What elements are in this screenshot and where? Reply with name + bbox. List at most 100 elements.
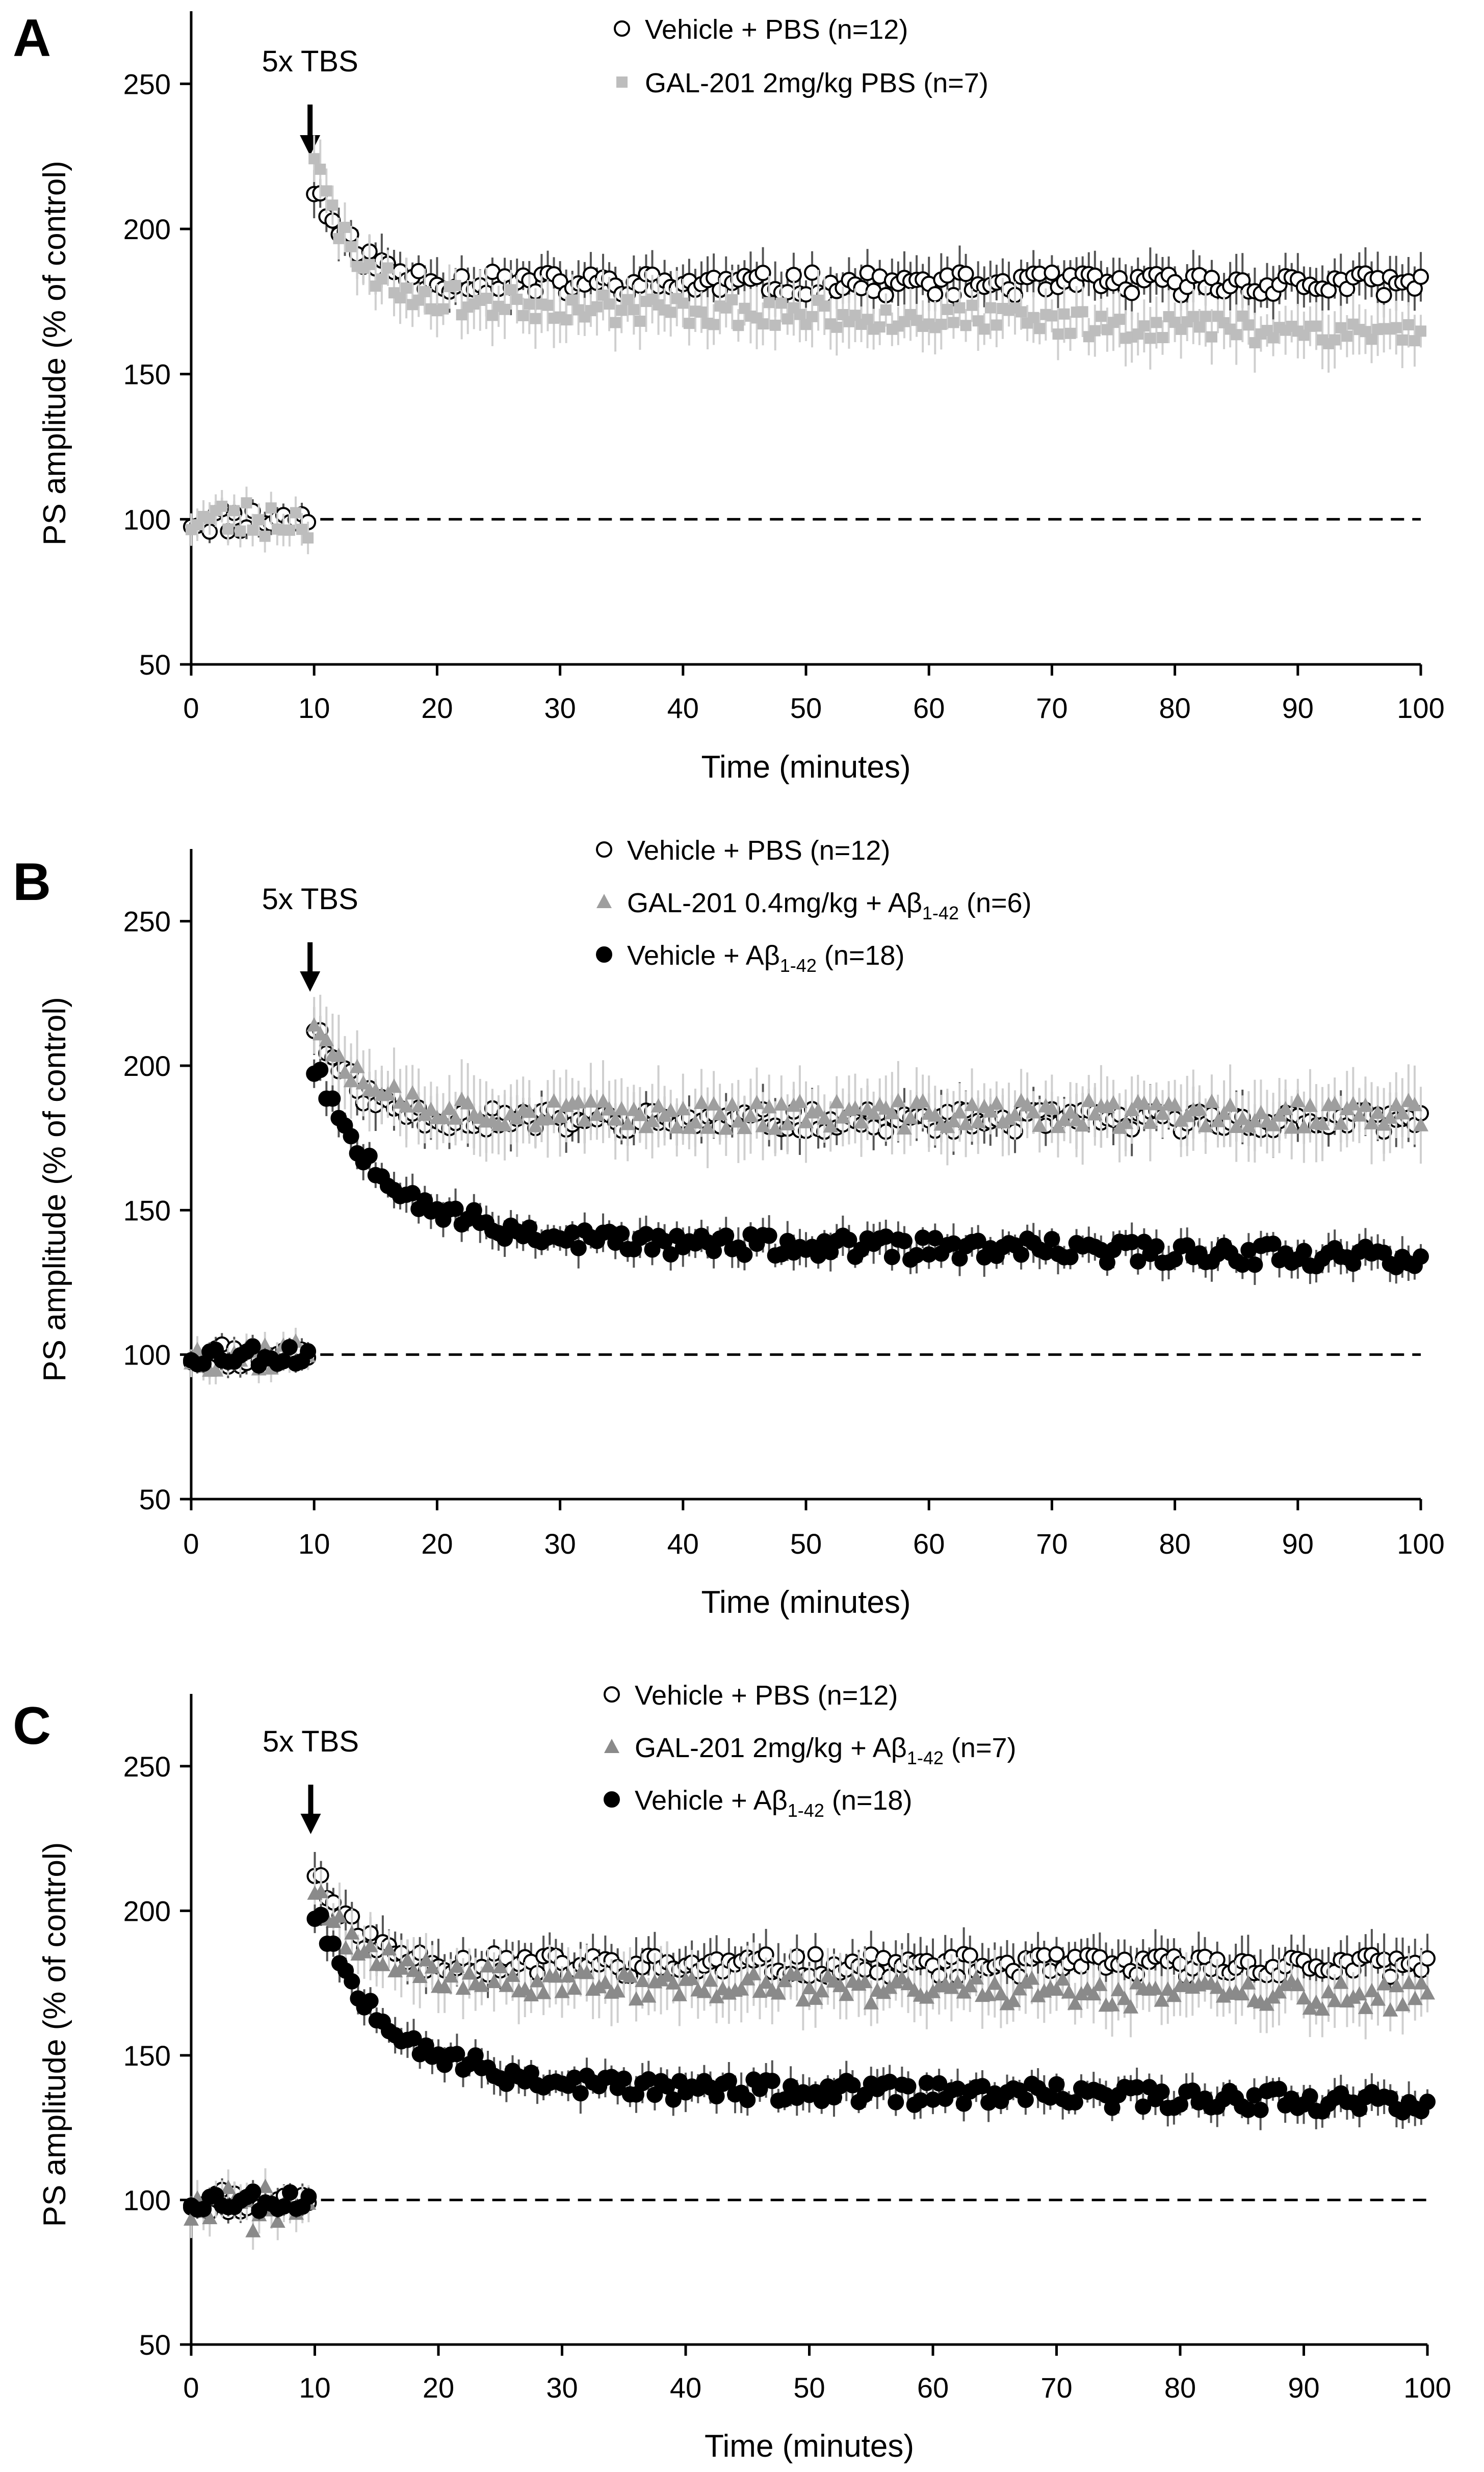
data-point (966, 299, 978, 311)
data-point (222, 523, 234, 535)
data-point (804, 264, 821, 281)
data-point (1048, 2076, 1065, 2093)
x-tick-label: 90 (1282, 692, 1314, 724)
data-point (1206, 331, 1217, 343)
data-point (734, 1981, 749, 1996)
data-point (1193, 321, 1205, 333)
data-point (819, 300, 830, 312)
data-point (1358, 1097, 1373, 1112)
data-point (1095, 311, 1107, 322)
data-point (964, 1097, 980, 1112)
data-point (677, 297, 689, 309)
data-point (435, 1110, 451, 1124)
data-point (942, 303, 953, 315)
tbs-arrow-head (300, 1814, 321, 1834)
data-point (1402, 319, 1414, 330)
data-point (1419, 2093, 1436, 2110)
panel-label: A (13, 9, 51, 68)
x-tick-label: 20 (423, 2372, 454, 2404)
data-point (602, 1101, 617, 1116)
data-point (1086, 1986, 1102, 2001)
data-point (449, 1958, 465, 1973)
data-point (773, 1096, 789, 1111)
data-point (927, 286, 944, 303)
data-point (718, 1120, 734, 1135)
data-point (957, 266, 974, 282)
data-point (583, 1093, 598, 1108)
data-point (758, 1974, 774, 1989)
data-point (1092, 1976, 1108, 1991)
data-point (413, 294, 425, 306)
data-point (591, 301, 603, 313)
data-point (801, 1979, 817, 1994)
data-point (958, 1116, 974, 1130)
data-point (1153, 2083, 1170, 2100)
data-point (315, 163, 326, 175)
data-point (530, 313, 541, 324)
data-point (749, 1095, 765, 1110)
data-point (1376, 1976, 1392, 1991)
data-point (814, 1983, 829, 1998)
data-point (931, 2075, 948, 2092)
data-point (597, 289, 609, 301)
legend-marker (614, 20, 630, 37)
data-point (265, 502, 277, 514)
data-point (629, 1991, 644, 2006)
x-tick-label: 90 (1288, 2372, 1319, 2404)
data-point (1044, 264, 1060, 281)
data-point (1166, 1988, 1182, 2002)
data-point (554, 1984, 570, 1998)
data-point (946, 1113, 961, 1128)
data-point (505, 1967, 520, 1982)
data-point (808, 1990, 823, 2005)
data-point (1382, 1109, 1398, 1124)
data-point (1058, 308, 1070, 320)
data-point (1187, 311, 1199, 322)
x-tick-label: 0 (183, 2372, 199, 2404)
data-point (1278, 1101, 1293, 1116)
data-point (767, 1120, 783, 1135)
data-point (450, 279, 461, 291)
x-tick-label: 100 (1403, 2372, 1451, 2404)
legend-entry: GAL-201 2mg/kg + Aβ1-42 (n=7) (635, 1733, 1017, 1768)
data-point (974, 2078, 991, 2095)
data-point (684, 1971, 700, 1986)
data-point (811, 1102, 826, 1117)
data-point (880, 304, 892, 316)
data-point (566, 294, 578, 306)
data-point (1005, 1993, 1021, 2007)
data-point (1148, 1238, 1165, 1255)
data-point (987, 1975, 1003, 1990)
data-point (1049, 1981, 1064, 1996)
series-1 (183, 170, 1429, 544)
legend-entry: Vehicle + PBS (n=12) (635, 1680, 898, 1711)
data-point (1034, 323, 1046, 334)
data-point (646, 2087, 663, 2103)
data-point (982, 1103, 998, 1118)
x-axis-label: Time (minutes) (705, 2429, 914, 2464)
legend-entry: Vehicle + Aβ1-42 (n=18) (627, 940, 904, 976)
data-point (1271, 1984, 1287, 1999)
data-point (883, 1249, 900, 1266)
data-point (844, 2077, 861, 2094)
data-point (1364, 1982, 1379, 1997)
y-tick-label: 150 (123, 2040, 171, 2072)
x-tick-label: 0 (183, 1528, 199, 1560)
y-tick-label: 150 (123, 1194, 171, 1226)
data-point (695, 306, 707, 318)
data-point (1154, 1992, 1169, 2007)
data-point (313, 1884, 329, 1898)
data-point (418, 1952, 434, 1967)
data-point (1200, 311, 1211, 322)
data-point (332, 1908, 347, 1923)
data-point (903, 1110, 919, 1124)
data-point (404, 1185, 421, 1202)
data-point (795, 1992, 811, 2007)
data-point (835, 1109, 851, 1124)
data-point (1315, 1116, 1331, 1130)
data-point (663, 1102, 679, 1117)
series-1 (183, 1852, 1436, 2224)
y-axis-label: PS amplitude (% of control) (37, 997, 72, 1382)
data-point (1329, 334, 1341, 346)
